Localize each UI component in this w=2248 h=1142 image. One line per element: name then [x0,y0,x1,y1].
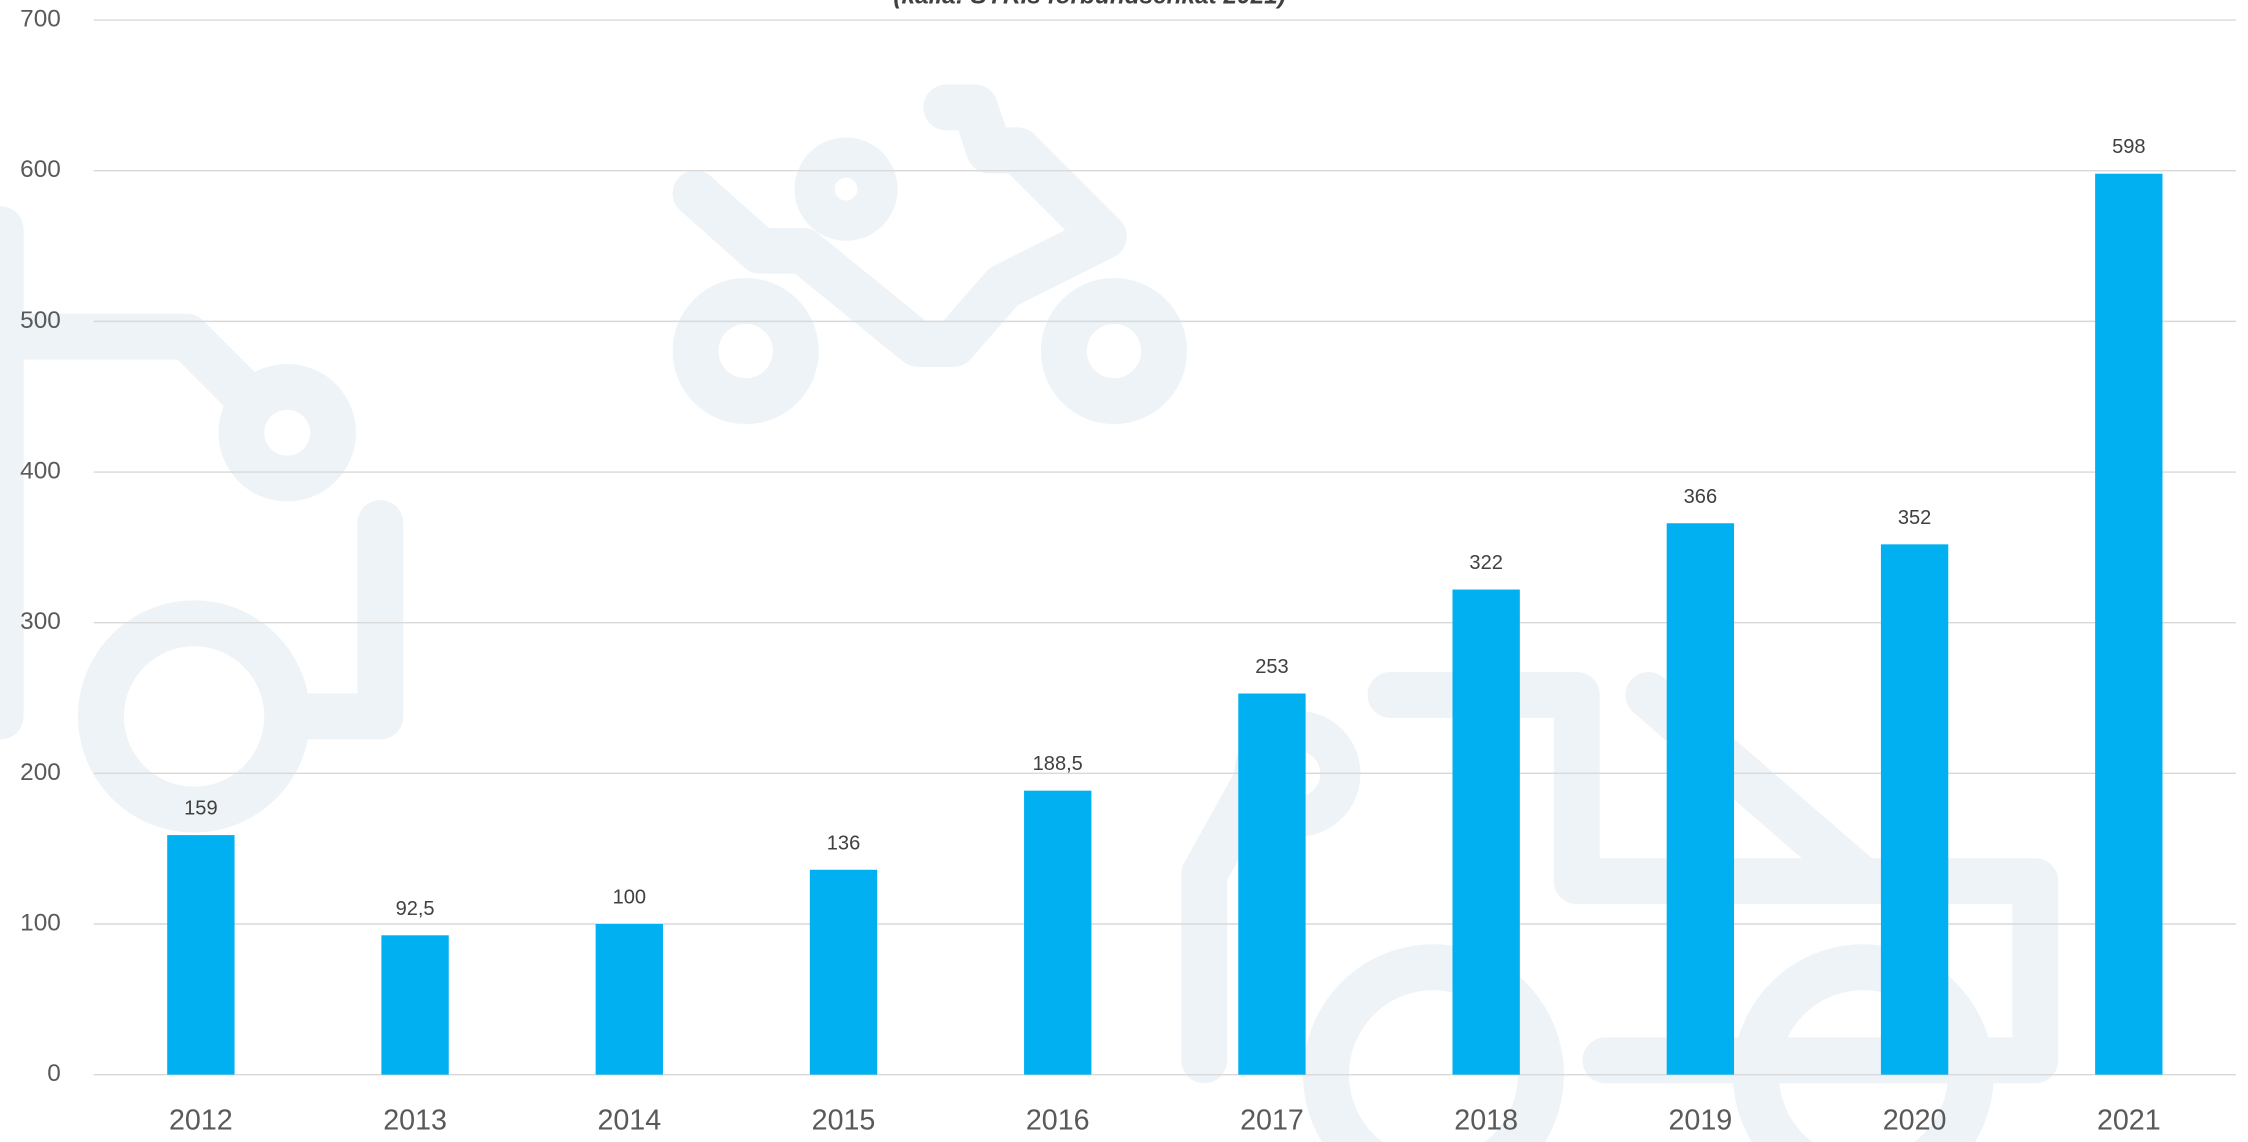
x-tick-label: 2015 [812,1105,876,1137]
x-tick-label: 2020 [1883,1105,1947,1137]
data-label: 136 [827,832,860,854]
y-tick-label: 600 [20,156,61,183]
bar [1238,693,1306,1075]
bar [595,923,663,1075]
x-tick-label: 2021 [2097,1105,2161,1137]
data-label: 100 [613,887,646,909]
y-tick-label: 400 [20,457,61,484]
y-tick-label: 500 [20,307,61,334]
data-label: 352 [1898,507,1931,529]
data-label: 366 [1684,486,1717,508]
data-label: 253 [1255,656,1288,678]
bar [1024,790,1092,1075]
y-tick-label: 200 [20,759,61,786]
y-tick-label: 100 [20,909,61,936]
data-label: 598 [2112,136,2145,158]
bar [167,835,235,1075]
data-label: 188,5 [1033,753,1083,775]
y-tick-label: 700 [20,5,61,32]
x-tick-label: 2016 [1026,1105,1090,1137]
x-tick-label: 2018 [1454,1105,1518,1137]
data-label: 322 [1469,552,1502,574]
x-tick-label: 2014 [597,1105,661,1137]
bar [381,935,449,1075]
bar [809,869,878,1075]
data-label: 92,5 [396,898,435,920]
bar [1880,544,1949,1075]
y-tick-label: 0 [47,1060,61,1087]
x-tick-label: 2012 [169,1105,233,1137]
x-tick-label: 2019 [1669,1105,1733,1137]
chart-subtitle: (källa: SYRIs förbundsenkät 2021) [893,0,1285,10]
x-tick-label: 2013 [383,1105,447,1137]
y-tick-label: 300 [20,608,61,635]
data-label: 159 [184,798,217,820]
x-tick-label: 2017 [1240,1105,1304,1137]
bar [1452,589,1520,1075]
bar [2095,173,2163,1075]
bar [1666,523,1735,1075]
